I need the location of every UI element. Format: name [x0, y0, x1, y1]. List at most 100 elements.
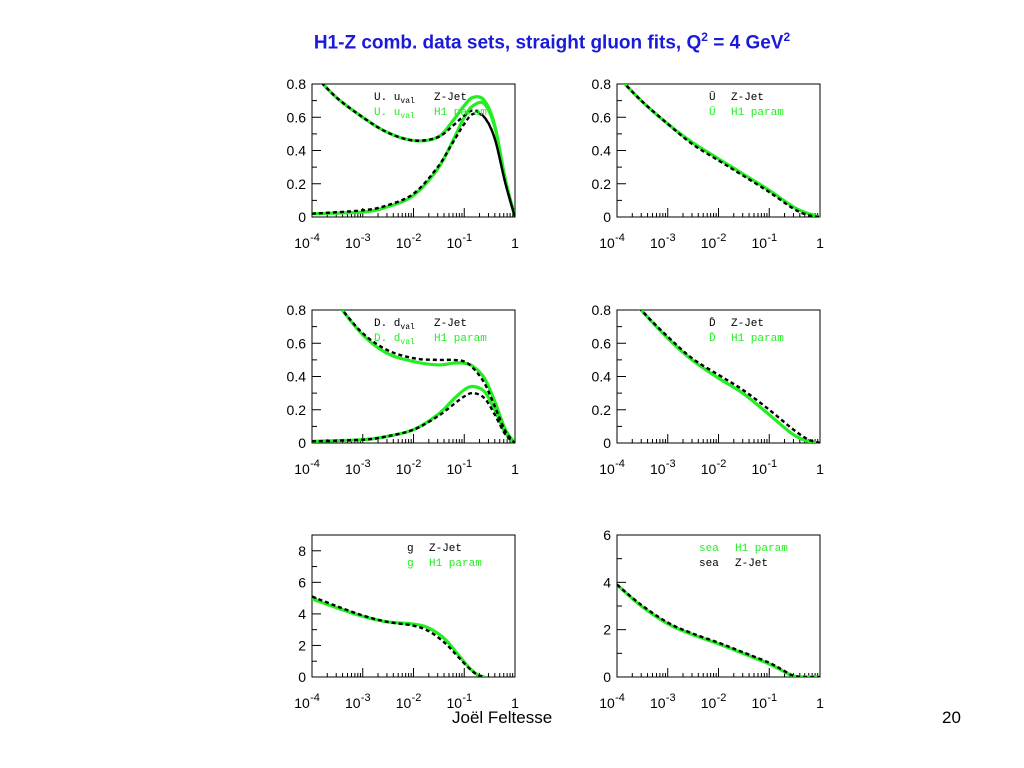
- legend-entry: D. dval Z-Jet: [374, 318, 467, 332]
- x-tick-label: 10: [701, 461, 717, 477]
- legend-subscript: val: [400, 338, 415, 347]
- y-tick-label: 0.4: [287, 369, 307, 385]
- y-tick-label: 0: [298, 209, 306, 225]
- y-tick-label: 8: [298, 543, 306, 559]
- x-tick-label: 1: [511, 461, 519, 477]
- y-tick-label: 0.6: [592, 109, 612, 125]
- legend-entry: Ū H1 param: [709, 106, 784, 119]
- x-tick-label: 10: [345, 695, 361, 711]
- legend-label: Z-Jet: [735, 558, 768, 570]
- x-tick-label: 10: [396, 235, 412, 251]
- legend-entry: g Z-Jet: [407, 543, 462, 555]
- curve-ubar-z-jet: [623, 84, 820, 217]
- x-tick-exponent: -1: [767, 458, 777, 470]
- x-tick-exponent: -4: [615, 232, 625, 244]
- x-tick-label: 1: [816, 235, 824, 251]
- y-tick-label: 0.8: [287, 302, 307, 318]
- x-tick-label: 10: [751, 695, 767, 711]
- x-tick-label: 10: [294, 235, 310, 251]
- curve-sea-h1-param: [617, 583, 820, 677]
- curve-sea-z-jet: [617, 583, 820, 677]
- x-tick-label: 1: [816, 695, 824, 711]
- plot-panel-3: 00.20.40.60.810 -4 10 -3 10 -2 10 -1 1D. dval Z-J…: [287, 302, 520, 477]
- x-tick-label: 1: [816, 461, 824, 477]
- y-tick-label: 0.2: [592, 402, 612, 418]
- x-tick-exponent: -3: [361, 232, 371, 244]
- x-tick-exponent: -2: [717, 232, 727, 244]
- curve-d-h1-param: [340, 310, 515, 443]
- plot-curves: [639, 310, 820, 443]
- x-tick-label: 10: [345, 235, 361, 251]
- plot-curves: [622, 84, 820, 217]
- y-tick-label: 0: [603, 435, 611, 451]
- x-tick-label: 1: [511, 235, 519, 251]
- legend-label: H1 param: [434, 333, 487, 345]
- legend-symbol: Ū: [709, 91, 716, 104]
- title-q-exponent: 2: [701, 30, 708, 44]
- x-tick-label: 10: [396, 461, 412, 477]
- plot-panel-1: 00.20.40.60.810 -4 10 -3 10 -2 10 -1 1U. uval Z-J…: [287, 76, 520, 251]
- legend-entry: D̄ Z-Jet: [709, 317, 764, 330]
- plot-curves: [312, 595, 485, 677]
- x-tick-exponent: -2: [717, 692, 727, 704]
- x-tick-exponent: -4: [615, 458, 625, 470]
- y-tick-label: 0.4: [592, 369, 612, 385]
- y-tick-label: 6: [298, 574, 306, 590]
- legend-symbol: sea: [699, 558, 719, 570]
- y-tick-label: 0.4: [592, 143, 612, 159]
- x-tick-exponent: -3: [666, 458, 676, 470]
- x-tick-label: 10: [650, 235, 666, 251]
- x-tick-label: 10: [396, 695, 412, 711]
- legend-label: Z-Jet: [429, 543, 462, 555]
- title-main: H1-Z comb. data sets, straight gluon fit…: [313, 32, 702, 54]
- y-tick-label: 0.8: [287, 76, 307, 92]
- y-tick-label: 4: [603, 574, 611, 590]
- legend-symbol: g: [407, 543, 414, 555]
- x-tick-exponent: -1: [767, 232, 777, 244]
- legend-symbol: D̄: [709, 332, 716, 345]
- page-number: 20: [942, 708, 961, 727]
- x-tick-label: 10: [701, 695, 717, 711]
- x-tick-label: 10: [294, 461, 310, 477]
- x-tick-exponent: -2: [412, 692, 422, 704]
- curve-d-val-z-jet: [312, 391, 515, 443]
- x-tick-label: 1: [511, 695, 519, 711]
- x-tick-label: 10: [294, 695, 310, 711]
- y-tick-label: 0.2: [287, 176, 307, 192]
- legend-symbol: g: [407, 558, 414, 570]
- legend-label: H1 param: [731, 333, 784, 345]
- legend-symbol: Ū: [709, 106, 716, 119]
- plot-frame: [616, 83, 821, 218]
- x-tick-label: 10: [701, 235, 717, 251]
- legend-label: Z-Jet: [434, 92, 467, 104]
- legend-entry: g H1 param: [407, 558, 482, 570]
- legend-entry: D. dval H1 param: [374, 333, 487, 347]
- y-tick-label: 6: [603, 527, 611, 543]
- legend-entry: Ū Z-Jet: [709, 91, 764, 104]
- x-tick-label: 10: [446, 461, 462, 477]
- plot-curves: [312, 310, 515, 443]
- curve-dbar-z-jet: [639, 310, 820, 443]
- legend-symbol: D. d: [374, 333, 400, 345]
- y-tick-label: 0: [298, 435, 306, 451]
- x-tick-label: 10: [650, 461, 666, 477]
- x-tick-exponent: -2: [412, 458, 422, 470]
- legend-label: H1 param: [434, 107, 487, 119]
- legend-label: Z-Jet: [434, 318, 467, 330]
- x-tick-label: 10: [751, 461, 767, 477]
- plot-frame: [311, 534, 516, 678]
- curve-g-z-jet: [312, 595, 485, 677]
- x-tick-exponent: -1: [462, 692, 472, 704]
- legend-subscript: val: [400, 112, 415, 121]
- slide-title: H1-Z comb. data sets, straight gluon fit…: [0, 30, 1024, 54]
- x-tick-exponent: -4: [310, 232, 320, 244]
- legend-entry: sea Z-Jet: [699, 558, 768, 570]
- x-tick-exponent: -4: [310, 458, 320, 470]
- plot-curves: [617, 583, 820, 677]
- legend-label: Z-Jet: [731, 92, 764, 104]
